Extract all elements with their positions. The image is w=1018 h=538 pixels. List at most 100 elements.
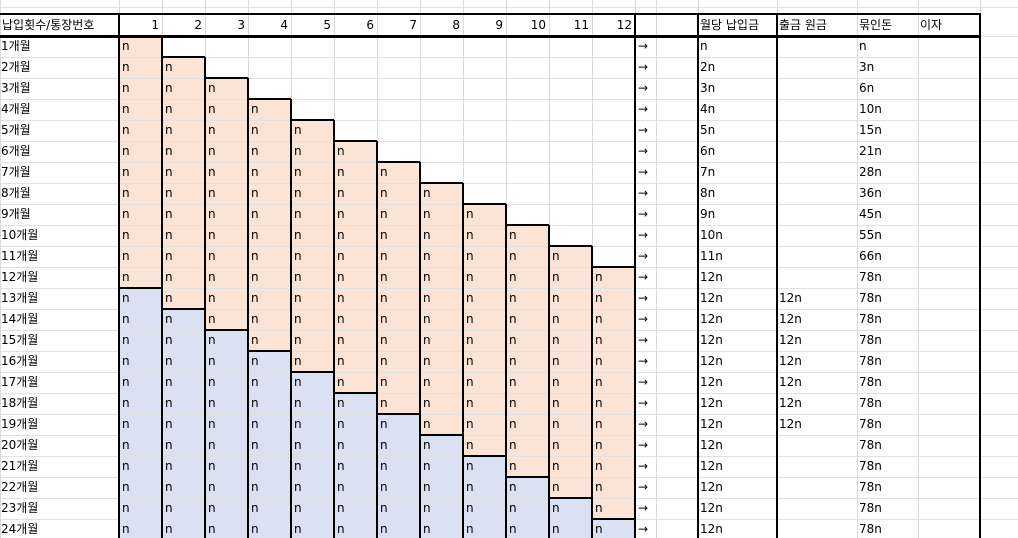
locked-money-value[interactable]: 15n <box>859 123 882 137</box>
month-label[interactable]: 20개월 <box>1 438 39 452</box>
monthly-deposit-value[interactable]: 12n <box>700 396 723 410</box>
month-label[interactable]: 21개월 <box>1 459 39 473</box>
account-number-header[interactable]: 11 <box>573 18 589 32</box>
deposit-cell[interactable]: n <box>423 207 431 221</box>
deposit-cell[interactable]: n <box>294 522 302 536</box>
locked-money-value[interactable]: 78n <box>859 270 882 284</box>
deposit-cell[interactable]: n <box>552 249 560 263</box>
month-label[interactable]: 16개월 <box>1 354 39 368</box>
monthly-deposit-value[interactable]: 12n <box>700 354 723 368</box>
deposit-cell[interactable]: n <box>165 207 173 221</box>
interest-value[interactable] <box>920 456 979 477</box>
deposit-cell[interactable]: n <box>208 165 216 179</box>
month-label[interactable]: 13개월 <box>1 291 39 305</box>
deposit-cell[interactable]: n <box>380 438 388 452</box>
locked-money-value[interactable]: n <box>859 39 867 53</box>
monthly-deposit-value[interactable]: 4n <box>700 102 716 116</box>
interest-value[interactable] <box>920 36 979 57</box>
deposit-cell[interactable]: n <box>165 522 173 536</box>
deposit-cell[interactable]: n <box>466 522 474 536</box>
deposit-cell[interactable]: n <box>466 291 474 305</box>
deposit-cell[interactable]: n <box>552 522 560 536</box>
deposit-cell[interactable]: n <box>509 459 517 473</box>
deposit-cell[interactable]: n <box>380 459 388 473</box>
deposit-cell[interactable]: n <box>337 375 345 389</box>
deposit-cell[interactable]: n <box>552 333 560 347</box>
monthly-deposit-value[interactable]: 7n <box>700 165 716 179</box>
deposit-cell[interactable]: n <box>122 228 130 242</box>
monthly-deposit-value[interactable]: 12n <box>700 501 723 515</box>
deposit-cell[interactable]: n <box>165 144 173 158</box>
deposit-cell[interactable]: n <box>552 270 560 284</box>
deposit-cell[interactable]: n <box>294 249 302 263</box>
withdrawal-value[interactable] <box>779 162 856 183</box>
deposit-cell[interactable]: n <box>552 459 560 473</box>
deposit-cell[interactable]: n <box>165 291 173 305</box>
deposit-cell[interactable]: n <box>380 312 388 326</box>
deposit-cell[interactable]: n <box>509 333 517 347</box>
deposit-cell[interactable]: n <box>208 438 216 452</box>
month-label[interactable]: 23개월 <box>1 501 39 515</box>
account-number-header[interactable]: 7 <box>409 18 417 32</box>
deposit-cell[interactable]: n <box>595 291 603 305</box>
withdrawal-value[interactable] <box>779 204 856 225</box>
deposit-cell[interactable]: n <box>294 375 302 389</box>
deposit-cell[interactable]: n <box>337 249 345 263</box>
deposit-cell[interactable]: n <box>165 123 173 137</box>
deposit-cell[interactable]: n <box>595 354 603 368</box>
locked-money-value[interactable]: 6n <box>859 81 875 95</box>
interest-value[interactable] <box>920 309 979 330</box>
deposit-cell[interactable]: n <box>509 480 517 494</box>
monthly-deposit-value[interactable]: 12n <box>700 270 723 284</box>
deposit-cell[interactable]: n <box>251 249 259 263</box>
deposit-cell[interactable]: n <box>337 417 345 431</box>
account-number-header[interactable]: 5 <box>323 18 331 32</box>
withdrawal-value[interactable] <box>779 99 856 120</box>
deposit-cell[interactable]: n <box>466 270 474 284</box>
month-label[interactable]: 1개월 <box>1 39 31 53</box>
deposit-cell[interactable]: n <box>122 291 130 305</box>
deposit-cell[interactable]: n <box>337 396 345 410</box>
deposit-cell[interactable]: n <box>122 207 130 221</box>
deposit-cell[interactable]: n <box>509 228 517 242</box>
deposit-cell[interactable]: n <box>466 417 474 431</box>
locked-money-value[interactable]: 78n <box>859 522 882 536</box>
deposit-cell[interactable]: n <box>380 417 388 431</box>
deposit-cell[interactable]: n <box>423 186 431 200</box>
deposit-cell[interactable]: n <box>294 417 302 431</box>
deposit-cell[interactable]: n <box>423 270 431 284</box>
deposit-cell[interactable]: n <box>251 144 259 158</box>
deposit-cell[interactable]: n <box>165 438 173 452</box>
deposit-cell[interactable]: n <box>380 396 388 410</box>
deposit-cell[interactable]: n <box>466 249 474 263</box>
deposit-cell[interactable]: n <box>466 480 474 494</box>
locked-money-value[interactable]: 78n <box>859 438 882 452</box>
deposit-cell[interactable]: n <box>208 270 216 284</box>
deposit-cell[interactable]: n <box>251 333 259 347</box>
deposit-cell[interactable]: n <box>122 354 130 368</box>
withdrawal-value[interactable] <box>779 78 856 99</box>
deposit-cell[interactable]: n <box>165 228 173 242</box>
account-number-header[interactable]: 10 <box>530 18 546 32</box>
deposit-cell[interactable]: n <box>423 291 431 305</box>
locked-money-value[interactable]: 78n <box>859 375 882 389</box>
deposit-cell[interactable]: n <box>294 144 302 158</box>
monthly-deposit-value[interactable]: 12n <box>700 480 723 494</box>
withdrawal-value[interactable] <box>779 225 856 246</box>
deposit-cell[interactable]: n <box>466 312 474 326</box>
deposit-cell[interactable]: n <box>337 333 345 347</box>
deposit-cell[interactable]: n <box>380 291 388 305</box>
interest-value[interactable] <box>920 78 979 99</box>
deposit-cell[interactable]: n <box>251 480 259 494</box>
deposit-cell[interactable]: n <box>509 291 517 305</box>
monthly-deposit-value[interactable]: 2n <box>700 60 716 74</box>
deposit-cell[interactable]: n <box>165 459 173 473</box>
deposit-cell[interactable]: n <box>466 501 474 515</box>
deposit-cell[interactable]: n <box>552 375 560 389</box>
deposit-cell[interactable]: n <box>294 291 302 305</box>
withdrawal-value[interactable] <box>779 267 856 288</box>
deposit-cell[interactable]: n <box>208 291 216 305</box>
deposit-cell[interactable]: n <box>423 438 431 452</box>
deposit-cell[interactable]: n <box>122 480 130 494</box>
deposit-cell[interactable]: n <box>208 123 216 137</box>
